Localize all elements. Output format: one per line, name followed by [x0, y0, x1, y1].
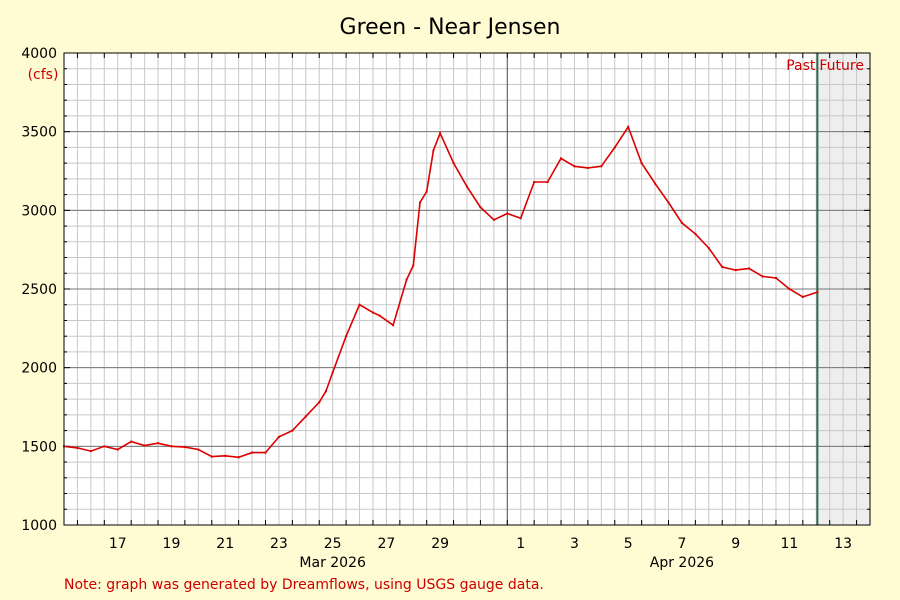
y-axis-unit: (cfs): [28, 67, 59, 83]
x-tick-labels: 17 19 21 23 25 27 29 1 3 5 7 9 11 13: [109, 536, 852, 552]
flow-data-point: [707, 247, 710, 250]
flow-data-point: [157, 442, 159, 445]
flow-data-point: [378, 314, 381, 317]
flow-data-point: [573, 165, 576, 168]
flow-data-point: [358, 303, 361, 306]
flow-data-point: [425, 190, 428, 193]
flow-data-point: [533, 181, 536, 183]
flow-data-point: [694, 232, 697, 235]
y-tick-label: 1500: [21, 439, 57, 455]
flow-data-point: [432, 149, 435, 152]
y-tick-label: 2500: [21, 282, 57, 298]
flow-data-point: [419, 201, 421, 204]
plot-border: [63, 52, 871, 526]
x-tick-label: 1: [516, 536, 525, 552]
flow-data-point: [600, 165, 603, 168]
y-tick-label: 2000: [21, 361, 57, 377]
flow-data-point: [452, 162, 455, 165]
flow-data-point: [237, 456, 240, 459]
x-tick-label: 11: [780, 536, 798, 552]
flow-data-point: [143, 444, 146, 447]
flow-data-point: [640, 162, 643, 165]
flow-data-point: [560, 157, 562, 160]
y-tick-label: 3500: [21, 125, 57, 141]
footer-note: Note: graph was generated by Dreamflows,…: [64, 577, 544, 593]
flow-data-point: [251, 451, 254, 454]
flow-data-point: [405, 278, 408, 281]
flow-data-point: [412, 264, 415, 267]
x-tick-label: 21: [216, 536, 234, 552]
flow-data-point: [277, 435, 280, 438]
x-tick-label: 13: [834, 536, 852, 552]
flow-data-point: [318, 401, 321, 404]
flow-data-point: [264, 451, 267, 454]
flow-data-point: [627, 125, 630, 128]
flow-data-point: [748, 267, 751, 270]
future-label: Future: [819, 58, 864, 74]
y-tick-label: 1000: [21, 518, 57, 534]
flow-data-point: [546, 181, 549, 183]
chart-title: Green - Near Jensen: [340, 15, 561, 40]
flow-data-point: [788, 288, 791, 290]
flow-data-point: [224, 454, 227, 457]
flow-data-point: [197, 448, 200, 451]
series-layer: [63, 125, 819, 459]
flow-data-point: [345, 335, 348, 338]
flow-data-point: [170, 445, 173, 448]
flow-data-point: [613, 146, 616, 149]
y-tick-label: 3000: [21, 203, 57, 219]
month-label: Mar 2026: [299, 555, 366, 571]
flow-data-point: [479, 206, 482, 209]
flow-data-point: [519, 217, 522, 220]
flow-data-point: [586, 166, 589, 169]
flow-data-point: [734, 269, 737, 272]
past-label: Past: [786, 58, 816, 74]
flow-data-point: [506, 212, 509, 215]
x-tick-label: 5: [624, 536, 633, 552]
flow-data-point: [210, 455, 213, 458]
flow-data-point: [775, 277, 777, 279]
flow-data-point: [372, 311, 374, 314]
x-tick-label: 23: [270, 536, 288, 552]
flow-data-point: [492, 218, 495, 221]
x-tick-label: 7: [677, 536, 686, 552]
flow-data-point: [654, 182, 657, 185]
flow-data-point: [680, 221, 683, 224]
flow-data-point: [291, 429, 294, 432]
flow-data-point: [466, 185, 468, 188]
x-tick-label: 3: [570, 536, 579, 552]
flow-data-point: [761, 275, 764, 278]
x-tick-label: 19: [163, 536, 181, 552]
flow-data-point: [183, 446, 186, 449]
flow-data-point: [667, 201, 670, 204]
y-tick-label: 4000: [21, 46, 57, 62]
flow-data-point: [801, 295, 804, 298]
flow-data-point: [331, 371, 334, 374]
month-label: Apr 2026: [650, 555, 714, 571]
flow-data-point: [103, 445, 106, 448]
flow-data-point: [116, 448, 119, 451]
flow-data-point: [76, 446, 79, 449]
x-tick-label: 25: [324, 536, 342, 552]
y-tick-labels: 1000 1500 2000 2500 3000 3500 4000: [21, 46, 57, 534]
flow-data-point: [392, 324, 395, 327]
flow-data-point: [816, 291, 819, 294]
flow-data-point: [304, 415, 307, 418]
x-tick-label: 27: [377, 536, 395, 552]
flow-data-point: [721, 266, 724, 268]
month-labels: Mar 2026 Apr 2026: [299, 555, 714, 571]
flow-data-point: [439, 132, 442, 135]
x-tick-label: 9: [731, 536, 740, 552]
flow-data-point: [130, 440, 133, 443]
x-tick-label: 17: [109, 536, 127, 552]
x-tick-label: 29: [431, 536, 449, 552]
flow-data-point: [89, 450, 92, 453]
flow-data-point: [324, 390, 327, 393]
